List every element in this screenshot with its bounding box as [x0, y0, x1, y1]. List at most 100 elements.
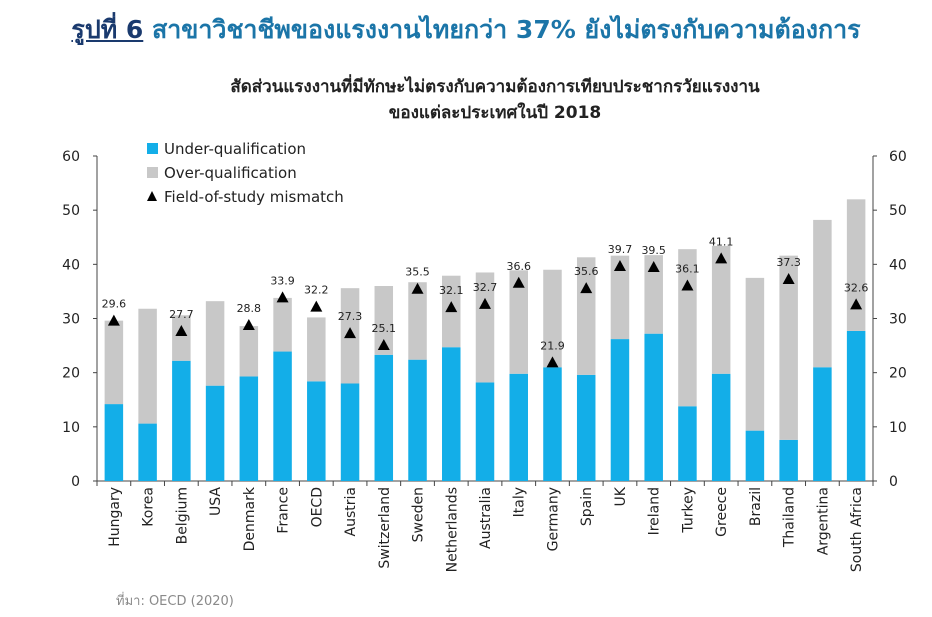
source-note: ที่มา: OECD (2020) [116, 594, 234, 609]
left-tick-label: 40 [62, 257, 80, 273]
bar-over-qualification [273, 297, 292, 352]
chart-legend: Under-qualification Over-qualification Fie… [147, 140, 344, 206]
bar-under-qualification [138, 423, 157, 481]
mismatch-marker [715, 252, 728, 264]
mismatch-marker [647, 261, 660, 273]
bar-over-qualification [509, 270, 528, 374]
bar-under-qualification [374, 354, 394, 481]
chart-data-labels: 29.6 27.7 28.8 33.9 32.2 27.3 25.1 35.5 32.1 32.7… [102, 235, 869, 352]
mismatch-marker [107, 314, 120, 326]
bar-over-qualification [846, 199, 866, 331]
mismatch-data-label: 21.9 [540, 339, 565, 352]
chart-axes: 0 0 10 10 20 20 30 30 40 40 50 50 60 60 [62, 149, 907, 490]
mismatch-marker [445, 301, 458, 313]
bar-under-qualification [644, 333, 663, 481]
figure-label: รูปที่ 6 [71, 15, 144, 44]
bar-over-qualification [104, 320, 124, 405]
right-tick-label: 50 [889, 203, 907, 219]
bar-over-qualification [475, 272, 495, 383]
legend-label: Under-qualification [164, 140, 306, 158]
x-category-label: UK [613, 486, 629, 506]
legend-label: Over-qualification [164, 164, 297, 182]
bar-over-qualification [138, 308, 157, 424]
left-tick-label: 0 [71, 474, 80, 490]
bar-under-qualification [475, 382, 495, 481]
x-category-label: Netherlands [444, 487, 460, 572]
x-category-label: Germany [545, 487, 561, 551]
mismatch-data-label: 41.1 [709, 235, 734, 248]
bar-under-qualification [610, 339, 630, 481]
mismatch-data-label: 28.8 [237, 302, 262, 315]
mismatch-data-label: 32.6 [844, 281, 869, 294]
bar-over-qualification [610, 255, 630, 340]
mismatch-data-label: 37.3 [776, 256, 801, 269]
bar-under-qualification [711, 373, 731, 481]
bar-under-qualification [846, 330, 866, 481]
bar-under-qualification [273, 351, 292, 481]
bar-under-qualification [172, 360, 191, 481]
bar-under-qualification [543, 367, 562, 481]
mismatch-marker [310, 300, 323, 312]
mismatch-data-label: 25.1 [372, 322, 397, 335]
figure-title-text: สาขาวิชาชีพของแรงงานไทยกว่า 37% ยังไม่ตร… [152, 15, 861, 44]
left-tick-label: 60 [62, 149, 80, 165]
x-category-label: OECD [309, 487, 325, 527]
x-category-label: Sweden [411, 487, 427, 542]
x-category-label: Italy [512, 487, 528, 517]
x-category-label: Spain [579, 487, 595, 526]
x-category-label: Greece [714, 487, 730, 537]
bar-under-qualification [779, 439, 798, 481]
bar-under-qualification [408, 359, 427, 481]
bar-under-qualification [340, 383, 360, 481]
x-category-label: Thailand [782, 487, 798, 548]
legend-swatch [147, 167, 158, 178]
right-tick-label: 0 [889, 474, 898, 490]
left-tick-label: 30 [62, 312, 80, 328]
bar-under-qualification [509, 373, 528, 481]
bar-over-qualification [576, 257, 596, 375]
bar-over-qualification [644, 255, 663, 334]
bar-over-qualification [779, 255, 798, 440]
figure-title: รูปที่ 6 สาขาวิชาชีพของแรงงานไทยกว่า 37%… [0, 10, 932, 50]
mismatch-marker [242, 319, 255, 330]
x-category-label: Hungary [107, 487, 123, 547]
mismatch-marker [613, 259, 626, 271]
mismatch-data-label: 32.7 [473, 281, 498, 294]
right-tick-label: 60 [889, 149, 907, 165]
x-category-label: Ireland [647, 487, 663, 535]
right-tick-label: 10 [889, 420, 907, 436]
x-category-label: Australia [478, 487, 494, 549]
x-category-label: Brazil [748, 487, 764, 526]
mismatch-data-label: 32.2 [304, 284, 329, 297]
x-category-label: Denmark [242, 486, 258, 551]
legend-swatch [147, 143, 158, 154]
left-tick-label: 50 [62, 203, 80, 219]
chart-x-labels: Hungary Korea Belgium USA Denmark France OECD A… [107, 486, 865, 572]
bar-over-qualification [813, 219, 832, 368]
legend-triangle-icon [147, 191, 157, 201]
bar-under-qualification [104, 404, 124, 481]
bar-under-qualification [307, 381, 326, 481]
mismatch-data-label: 39.7 [608, 243, 633, 256]
mismatch-data-label: 29.6 [102, 298, 127, 311]
chart-title-line1: สัดส่วนแรงงานที่มีทักษะไม่ตรงกับความต้อง… [230, 77, 760, 97]
right-tick-label: 20 [889, 366, 907, 382]
bar-under-qualification [678, 406, 697, 481]
bar-over-qualification [172, 315, 191, 361]
mismatch-marker [411, 282, 424, 294]
mismatch-data-label: 27.3 [338, 310, 363, 323]
mismatch-marker [580, 282, 593, 294]
bar-under-qualification [576, 374, 596, 481]
left-tick-label: 20 [62, 366, 80, 382]
mismatch-data-label: 39.5 [641, 244, 666, 257]
mismatch-marker [175, 324, 188, 336]
x-category-label: Argentina [815, 487, 831, 555]
mismatch-marker [681, 279, 694, 291]
mismatch-data-label: 35.5 [405, 266, 430, 279]
bar-over-qualification [205, 301, 225, 386]
mismatch-marker [546, 356, 559, 368]
legend-label: Field-of-study mismatch [164, 188, 344, 206]
mismatch-marker [344, 327, 357, 339]
mismatch-data-label: 35.6 [574, 265, 599, 278]
